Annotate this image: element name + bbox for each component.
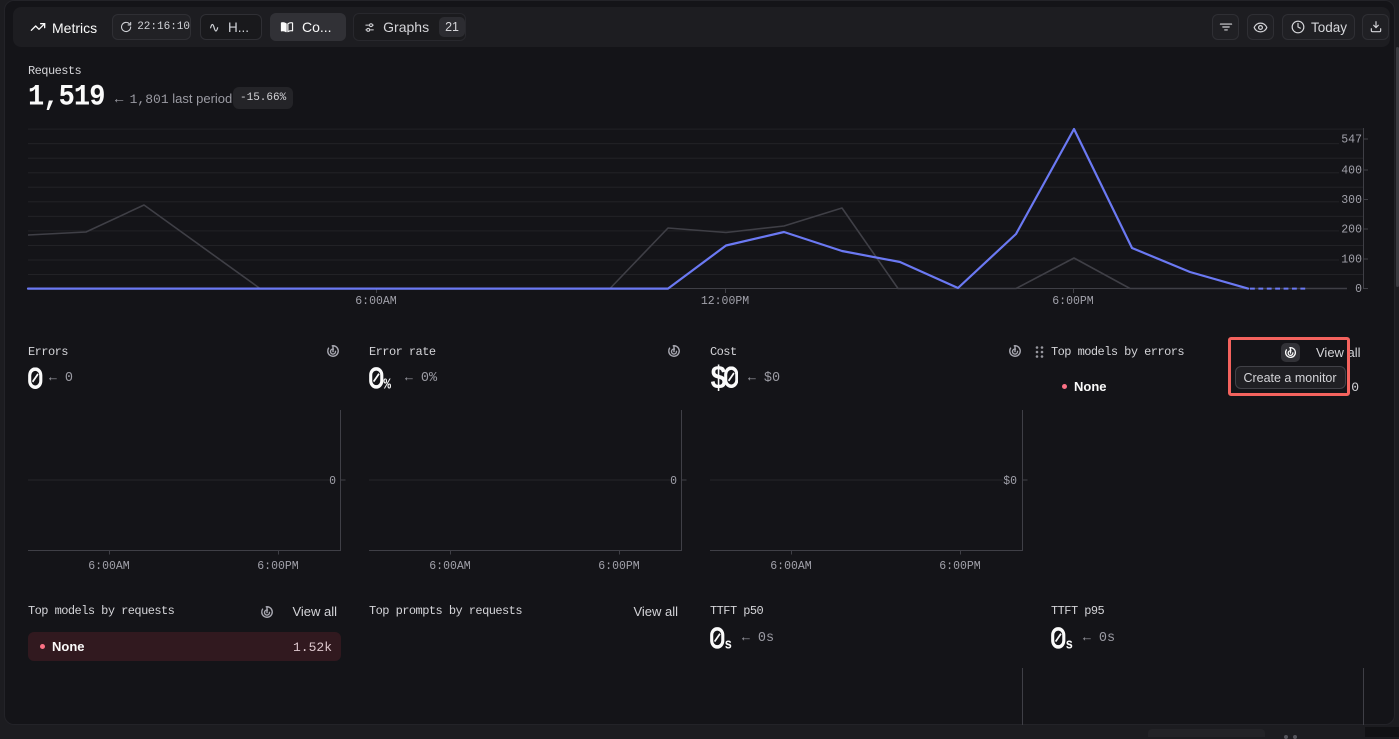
svg-text:300: 300 <box>1341 194 1362 207</box>
svg-text:0: 0 <box>1355 283 1362 296</box>
svg-text:547: 547 <box>1341 134 1362 147</box>
svg-text:0: 0 <box>670 475 677 488</box>
svg-text:12:00PM: 12:00PM <box>701 295 749 308</box>
svg-text:6:00PM: 6:00PM <box>598 560 640 570</box>
svg-text:6:00AM: 6:00AM <box>429 560 471 570</box>
svg-text:6:00PM: 6:00PM <box>257 560 299 570</box>
svg-text:100: 100 <box>1341 254 1362 267</box>
svg-text:6:00PM: 6:00PM <box>939 560 981 570</box>
svg-text:6:00AM: 6:00AM <box>770 560 812 570</box>
svg-text:200: 200 <box>1341 224 1362 237</box>
svg-text:$0: $0 <box>1003 475 1017 488</box>
svg-text:6:00PM: 6:00PM <box>1052 295 1094 308</box>
svg-text:400: 400 <box>1341 165 1362 178</box>
svg-text:6:00AM: 6:00AM <box>88 560 130 570</box>
svg-text:0: 0 <box>329 475 336 488</box>
svg-text:6:00AM: 6:00AM <box>355 295 397 308</box>
